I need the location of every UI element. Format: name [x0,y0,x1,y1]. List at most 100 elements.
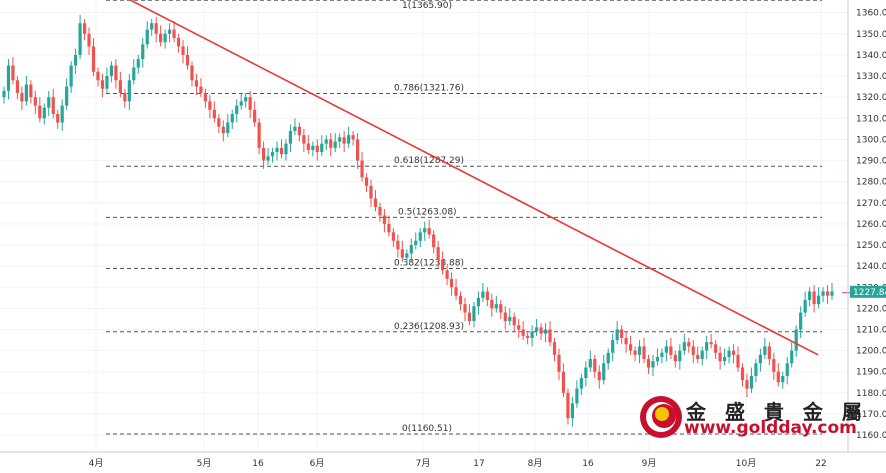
candle-body [235,105,239,115]
candle-body [118,80,122,93]
candle-body [539,327,543,334]
candle-body [15,80,20,93]
candle-body [11,65,15,81]
x-tick-label: 8月 [528,458,543,469]
candle-body [347,135,351,144]
candle-body [284,143,288,155]
candle-body [816,295,821,305]
fib-level-label: 0.236(1208.93) [394,322,464,332]
candle-body [790,350,794,364]
candle-body [29,84,33,98]
candle-body [508,316,512,322]
candle-body [700,350,704,360]
y-tick-label: 1220.00 [856,304,886,314]
candle-body [324,139,328,144]
candle-body [82,23,87,34]
candle-body [530,331,534,338]
candle-body [808,291,812,300]
grid-layer [0,0,848,452]
candle-body [499,304,503,313]
candle-body [306,143,310,150]
candle-body [38,105,42,119]
candle-body [217,118,221,127]
y-tick-label: 1320.00 [856,93,886,103]
candle-body [593,359,597,372]
candle-body [159,33,163,43]
candle-body [714,344,718,353]
candle-body [611,340,615,353]
candle-body [320,143,324,153]
x-tick-label: 22 [815,459,826,469]
candle-body [602,363,606,381]
candle-body [749,375,754,389]
candle-body [96,71,100,81]
candle-body [369,185,373,199]
candle-body [409,245,413,254]
y-tick-label: 1330.00 [856,72,886,82]
candle-body [42,107,46,119]
x-tick-label: 17 [473,459,484,469]
y-tick-label: 1340.00 [856,51,886,61]
candle-body [767,346,771,360]
candle-body [136,59,140,68]
logo-emblem-icon [640,396,682,438]
candle-body [727,350,731,357]
candle-body [588,359,592,368]
candle-body [687,342,691,347]
candle-body [405,253,409,258]
candle-body [132,67,136,81]
candle-body [2,90,6,98]
current-price-label: 1227.84 [853,288,886,298]
candle-body [449,278,454,288]
candle-body [624,337,628,345]
candle-body [740,367,745,381]
candle-body [561,371,566,393]
candle-body [552,342,557,355]
candle-body [288,130,293,144]
candle-body [830,291,834,296]
candle-body [781,375,785,383]
y-tick-label: 1170.00 [856,410,886,420]
candle-body [535,327,539,332]
y-tick-label: 1360.00 [856,9,886,19]
fib-level-label: 0(1160.51) [402,424,452,434]
y-tick-label: 1260.00 [856,220,886,230]
downtrend-line [128,0,819,356]
candle-body [302,135,306,144]
y-tick-label: 1310.00 [856,114,886,124]
candle-body [47,97,51,108]
candle-body [655,356,660,362]
candle-body [163,33,167,43]
candle-body [364,177,369,186]
candle-body [521,329,525,336]
x-tick-label: 6月 [310,458,325,469]
candle-body [803,299,807,313]
x-tick-label: 9月 [642,458,657,469]
y-tick-label: 1250.00 [856,241,886,251]
candle-body [441,259,445,271]
candle-body [485,291,489,300]
candle-body [669,346,673,355]
candle-body [575,388,579,404]
candle-body [691,346,695,355]
candle-body [60,105,64,123]
y-tick-label: 1210.00 [856,325,886,335]
candle-body [722,356,727,362]
candle-body [154,23,158,34]
y-tick-label: 1200.00 [856,347,886,357]
x-tick-label: 10月 [736,458,756,469]
candle-body [338,137,342,142]
candle-body [239,101,243,106]
candle-body [494,304,498,309]
candle-body [91,46,96,72]
candle-body [78,23,82,55]
y-tick-label: 1270.00 [856,199,886,209]
candle-body [445,270,449,279]
candle-body [772,359,776,372]
candle-body [194,80,199,87]
candle-body [597,371,601,381]
candle-body [821,291,825,296]
candle-body [203,92,208,102]
candle-body [526,335,530,338]
candle-body [221,126,225,134]
